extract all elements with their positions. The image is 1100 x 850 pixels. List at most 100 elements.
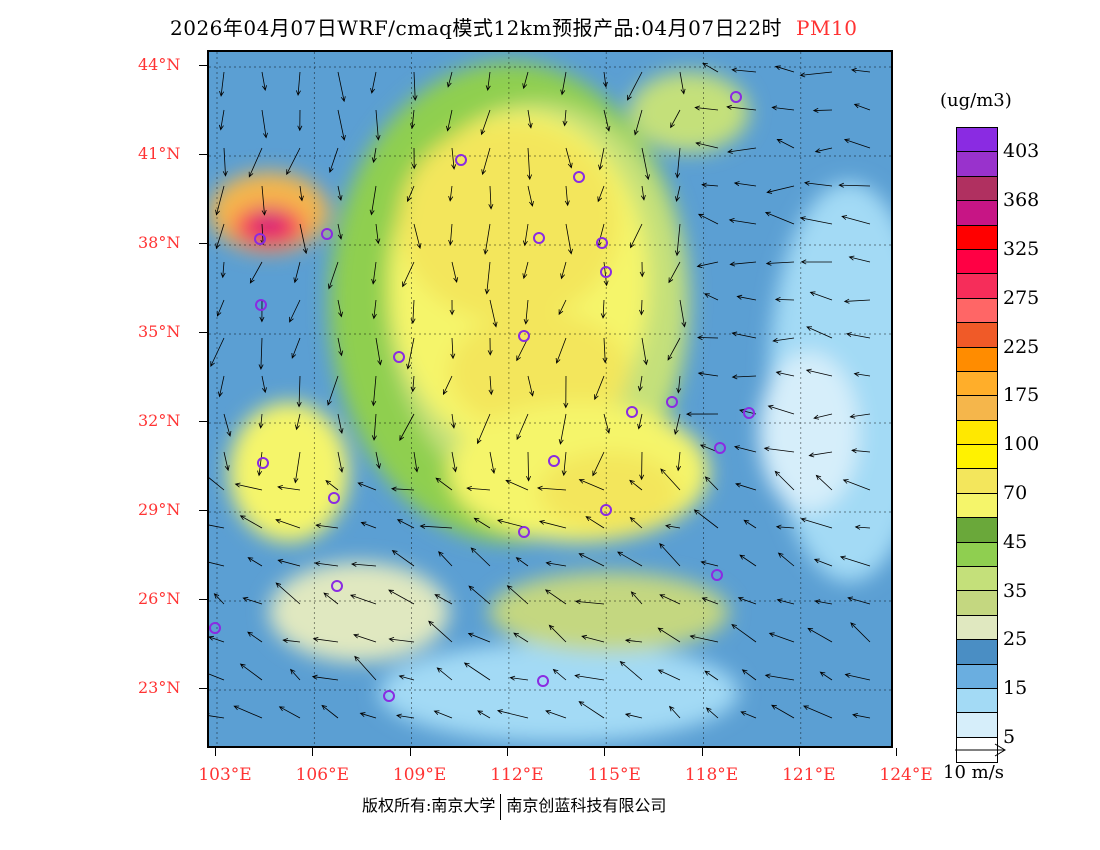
wind-vector [627,71,643,101]
wind-vector [729,261,757,267]
wind-vector [522,223,529,247]
colorbar-swatch [957,591,997,616]
wind-vector [484,261,491,295]
wind-vector [776,598,795,605]
lon-tick [215,748,216,756]
wind-vector [552,668,567,681]
wind-vector [261,185,267,216]
colorbar-swatch [957,371,997,397]
colorbar-label: 403 [1003,140,1040,163]
wind-vector [630,223,643,249]
wind-vector [562,109,568,127]
wind-vector [261,71,267,92]
city-marker [573,171,585,183]
lat-label: 26°N [138,589,181,608]
colorbar-label: 225 [1003,335,1040,358]
wind-vector [239,515,263,529]
wind-vector [248,147,263,178]
wind-vector [413,451,419,473]
wind-vector [359,712,377,719]
wind-vector [847,596,871,605]
wind-vector [800,259,833,265]
wind-vector [315,523,339,529]
wind-vector [296,375,302,408]
pm10-forecast-map [207,50,893,748]
lon-label: 112°E [490,765,544,785]
wind-vector [735,482,757,491]
colorbar-swatch [957,445,997,470]
wind-vector [487,337,493,356]
wind-vector [327,261,339,290]
wind-vector [371,413,377,441]
wind-vector [806,326,833,339]
lon-label: 121°E [782,765,836,785]
wind-vector [731,331,757,339]
wind-vector [371,147,377,164]
wind-vector [257,451,263,477]
lat-label: 41°N [138,144,181,163]
wind-vector [819,671,833,681]
lon-tick [604,748,606,756]
wind-vector [399,413,415,441]
wind-vector [853,103,871,111]
wind-vector [585,516,605,529]
wind-vector [734,445,757,453]
wind-vector [438,551,453,567]
wind-vector [637,375,643,392]
wind-vector [774,470,795,491]
lat-label: 38°N [138,233,181,252]
colorbar-label: 70 [1003,482,1028,504]
wind-vector [293,261,301,284]
lat-tick [199,65,207,66]
wind-vector [390,486,415,492]
wind-vector [488,185,494,210]
colorbar-swatch [957,201,997,226]
colorbar-swatch [957,249,997,275]
wind-vector [814,147,833,154]
wind-vector [689,634,719,643]
colorbar-swatch [957,128,997,153]
wind-vector [410,375,416,393]
lat-tick [199,510,207,511]
wind-vector [854,524,871,530]
wind-vector [560,261,567,280]
wind-vector [704,293,719,301]
wind-vector [277,485,301,491]
wind-vector [275,518,301,529]
wind-vector [574,673,605,681]
wind-vector [814,599,833,605]
wind-vector [210,337,225,367]
wind-vector [843,138,871,149]
wind-vector [434,594,453,605]
wind-vector [297,109,303,132]
wind-vector [223,413,232,437]
wind-vector [805,368,833,377]
wind-vector [803,705,833,719]
wind-vector [480,109,491,136]
wind-vector [726,104,757,111]
wind-vector [217,375,225,398]
wind-vector [592,451,605,477]
city-marker [743,407,755,419]
wind-vector [736,294,757,301]
lat-tick [199,154,207,155]
wind-vector [488,375,494,396]
lon-tick [506,748,508,756]
wind-vector [668,261,681,284]
wind-vector [234,482,263,491]
wind-vector [702,62,719,73]
wind-vector [391,549,415,567]
city-marker [455,154,467,166]
concentration-field [209,52,891,746]
colorbar-label: 15 [1003,677,1028,700]
wind-vector [327,375,339,406]
wind-vector [481,147,491,176]
colorbar-label: 45 [1003,530,1028,553]
copyright-footer: 版权所有:南京大学 南京创蓝科技有限公司 [362,792,666,820]
wind-vector [841,215,871,225]
wind-vector [477,710,491,719]
wind-vector [375,109,381,141]
city-marker [596,237,608,249]
city-marker [321,228,333,240]
wind-vector [375,337,383,366]
